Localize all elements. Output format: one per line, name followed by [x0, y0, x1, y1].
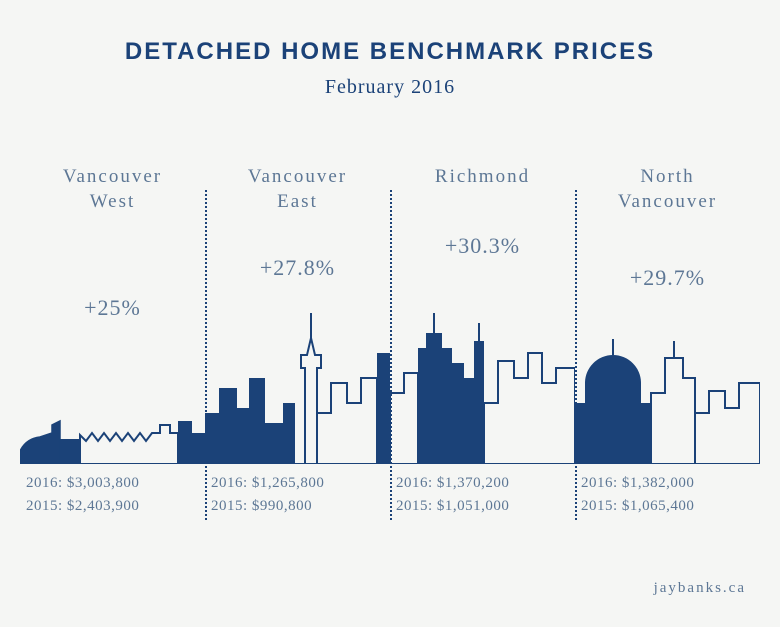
price-2015: 2015: $990,800	[211, 495, 324, 518]
credit-line: jaybanks.ca	[654, 580, 746, 597]
pct-change: +30.3%	[390, 233, 575, 259]
price-2015: 2015: $1,065,400	[581, 495, 694, 518]
price-lines: 2016: $1,382,000 2015: $1,065,400	[581, 472, 694, 517]
divider	[575, 190, 577, 520]
region-name: VancouverWest	[26, 165, 199, 215]
pct-change: +27.8%	[205, 255, 390, 281]
skyline-icon	[205, 283, 390, 463]
divider	[205, 190, 207, 520]
skyline-icon	[575, 283, 760, 463]
price-lines: 2016: $3,003,800 2015: $2,403,900	[26, 472, 139, 517]
price-2016: 2016: $1,265,800	[211, 472, 324, 495]
region-richmond: Richmond +30.3% 2016: $1,370,200 2015: $…	[390, 165, 575, 525]
price-2016: 2016: $1,382,000	[581, 472, 694, 495]
price-2015: 2015: $1,051,000	[396, 495, 509, 518]
divider	[390, 190, 392, 520]
region-name: VancouverEast	[211, 165, 384, 215]
region-north-vancouver: NorthVancouver +29.7% 2016: $1,382,000 2…	[575, 165, 760, 525]
region-name: NorthVancouver	[581, 165, 754, 215]
page-subtitle: February 2016	[0, 76, 780, 99]
page-title: DETACHED HOME BENCHMARK PRICES	[0, 0, 780, 66]
region-name: Richmond	[396, 165, 569, 215]
price-2016: 2016: $3,003,800	[26, 472, 139, 495]
price-2016: 2016: $1,370,200	[396, 472, 509, 495]
region-vancouver-east: VancouverEast +27.8% 2016: $1,265,800 20…	[205, 165, 390, 525]
region-vancouver-west: VancouverWest +25% 2016: $3,003,800 2015…	[20, 165, 205, 525]
price-2015: 2015: $2,403,900	[26, 495, 139, 518]
skyline-icon	[20, 283, 205, 463]
skyline-icon	[390, 283, 575, 463]
price-lines: 2016: $1,265,800 2015: $990,800	[211, 472, 324, 517]
price-lines: 2016: $1,370,200 2015: $1,051,000	[396, 472, 509, 517]
